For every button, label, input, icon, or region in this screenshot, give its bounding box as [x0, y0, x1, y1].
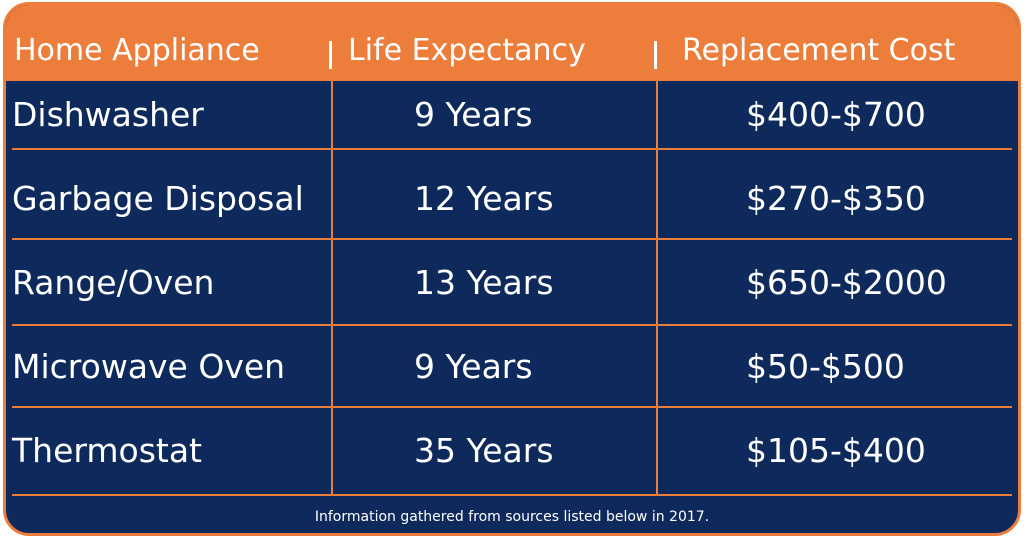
- table-cell: Thermostat: [12, 431, 202, 470]
- table-cell: 12 Years: [414, 179, 554, 218]
- table-cell: $105-$400: [746, 431, 926, 470]
- table-cell: 13 Years: [414, 263, 554, 302]
- header-band: [6, 5, 1018, 81]
- table-cell: $50-$500: [746, 347, 905, 386]
- column-header: Life Expectancy: [348, 33, 586, 68]
- table-cell: Garbage Disposal: [12, 179, 304, 218]
- table-cell: $400-$700: [746, 95, 926, 134]
- row-line: [12, 494, 1012, 496]
- table-cell: 9 Years: [414, 347, 533, 386]
- column-line: [656, 81, 658, 496]
- separator: [329, 41, 332, 69]
- table-cell: 35 Years: [414, 431, 554, 470]
- column-header: Replacement Cost: [682, 33, 956, 68]
- separator: [654, 41, 657, 69]
- column-header: Home Appliance: [14, 33, 260, 68]
- row-line: [12, 406, 1012, 408]
- column-line: [331, 81, 333, 496]
- table-cell: Range/Oven: [12, 263, 215, 302]
- row-line: [12, 238, 1012, 240]
- row-line: [12, 148, 1012, 150]
- row-line: [12, 324, 1012, 326]
- table-cell: Microwave Oven: [12, 347, 286, 386]
- table-cell: $650-$2000: [746, 263, 947, 302]
- table-cell: $270-$350: [746, 179, 926, 218]
- table-cell: 9 Years: [414, 95, 533, 134]
- footer-note: Information gathered from sources listed…: [314, 509, 710, 525]
- table-cell: Dishwasher: [12, 95, 204, 134]
- table-card: Home Appliance Life Expectancy Replaceme…: [3, 2, 1021, 536]
